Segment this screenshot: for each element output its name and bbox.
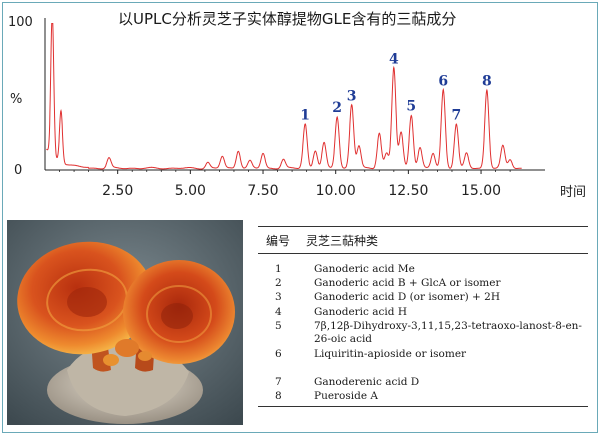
chart-title: 以UPLC分析灵芝子实体醇提物GLE含有的三萜成分	[118, 10, 457, 28]
x-tick-label: 2.50	[102, 183, 133, 199]
table-header: 编号 灵芝三萜种类	[258, 226, 588, 254]
peak-label-1: 1	[300, 108, 310, 124]
row-number: 1	[275, 263, 282, 275]
row-number: 5	[275, 320, 282, 332]
chromatogram-trace	[46, 23, 522, 170]
chart-axes	[44, 18, 545, 171]
row-number: 6	[275, 348, 282, 360]
x-ticks: 2.50 5.00 7.50 10.00 12.50 15.00	[59, 170, 511, 199]
peak-label-3: 3	[347, 88, 357, 104]
row-number: 8	[275, 390, 282, 402]
peak-label-8: 8	[482, 74, 492, 90]
row-compound: 7β,12β-Dihydroxy-3,11,15,23-tetraoxo-lan…	[314, 320, 582, 345]
x-tick-label: 15.00	[461, 183, 501, 199]
lingzhi-mushroom-photo	[7, 220, 243, 425]
peak-label-2: 2	[332, 100, 342, 116]
peak-label-4: 4	[389, 51, 399, 67]
row-number: 7	[275, 376, 282, 388]
x-tick-label: 10.00	[316, 183, 356, 199]
peak-label-5: 5	[406, 99, 416, 115]
row-compound: Ganoderic acid B + GlcA or isomer	[314, 277, 501, 289]
x-tick-label: 7.50	[247, 183, 278, 199]
row-compound: Ganoderic acid Me	[314, 263, 415, 275]
triterpene-table: 编号 灵芝三萜种类 1 Ganoderic acid Me 2 Ganoderi…	[258, 226, 588, 424]
row-number: 4	[275, 306, 282, 318]
chromatogram-line	[46, 23, 522, 170]
row-compound: Pueroside A	[314, 390, 378, 402]
peak-label-7: 7	[451, 108, 461, 124]
x-axis-label: 时间	[560, 185, 586, 200]
header-compound: 灵芝三萜种类	[306, 234, 379, 248]
row-compound: Ganoderic acid D (or isomer) + 2H	[314, 291, 501, 303]
y-axis-max-label: 100	[8, 15, 33, 30]
y-axis-min-label: 0	[14, 163, 22, 178]
x-tick-label: 12.50	[388, 183, 428, 199]
row-compound: Ganoderic acid H	[314, 306, 407, 318]
peak-label-6: 6	[438, 74, 448, 90]
x-tick-label: 5.00	[175, 183, 206, 199]
row-number: 3	[275, 291, 282, 303]
table-bottom-rule	[258, 406, 588, 407]
header-number: 编号	[266, 234, 291, 248]
y-axis-label: %	[10, 92, 22, 107]
row-compound: Ganoderenic acid D	[314, 376, 420, 388]
row-compound: Liquiritin-apioside or isomer	[314, 348, 467, 360]
row-number: 2	[275, 277, 282, 289]
